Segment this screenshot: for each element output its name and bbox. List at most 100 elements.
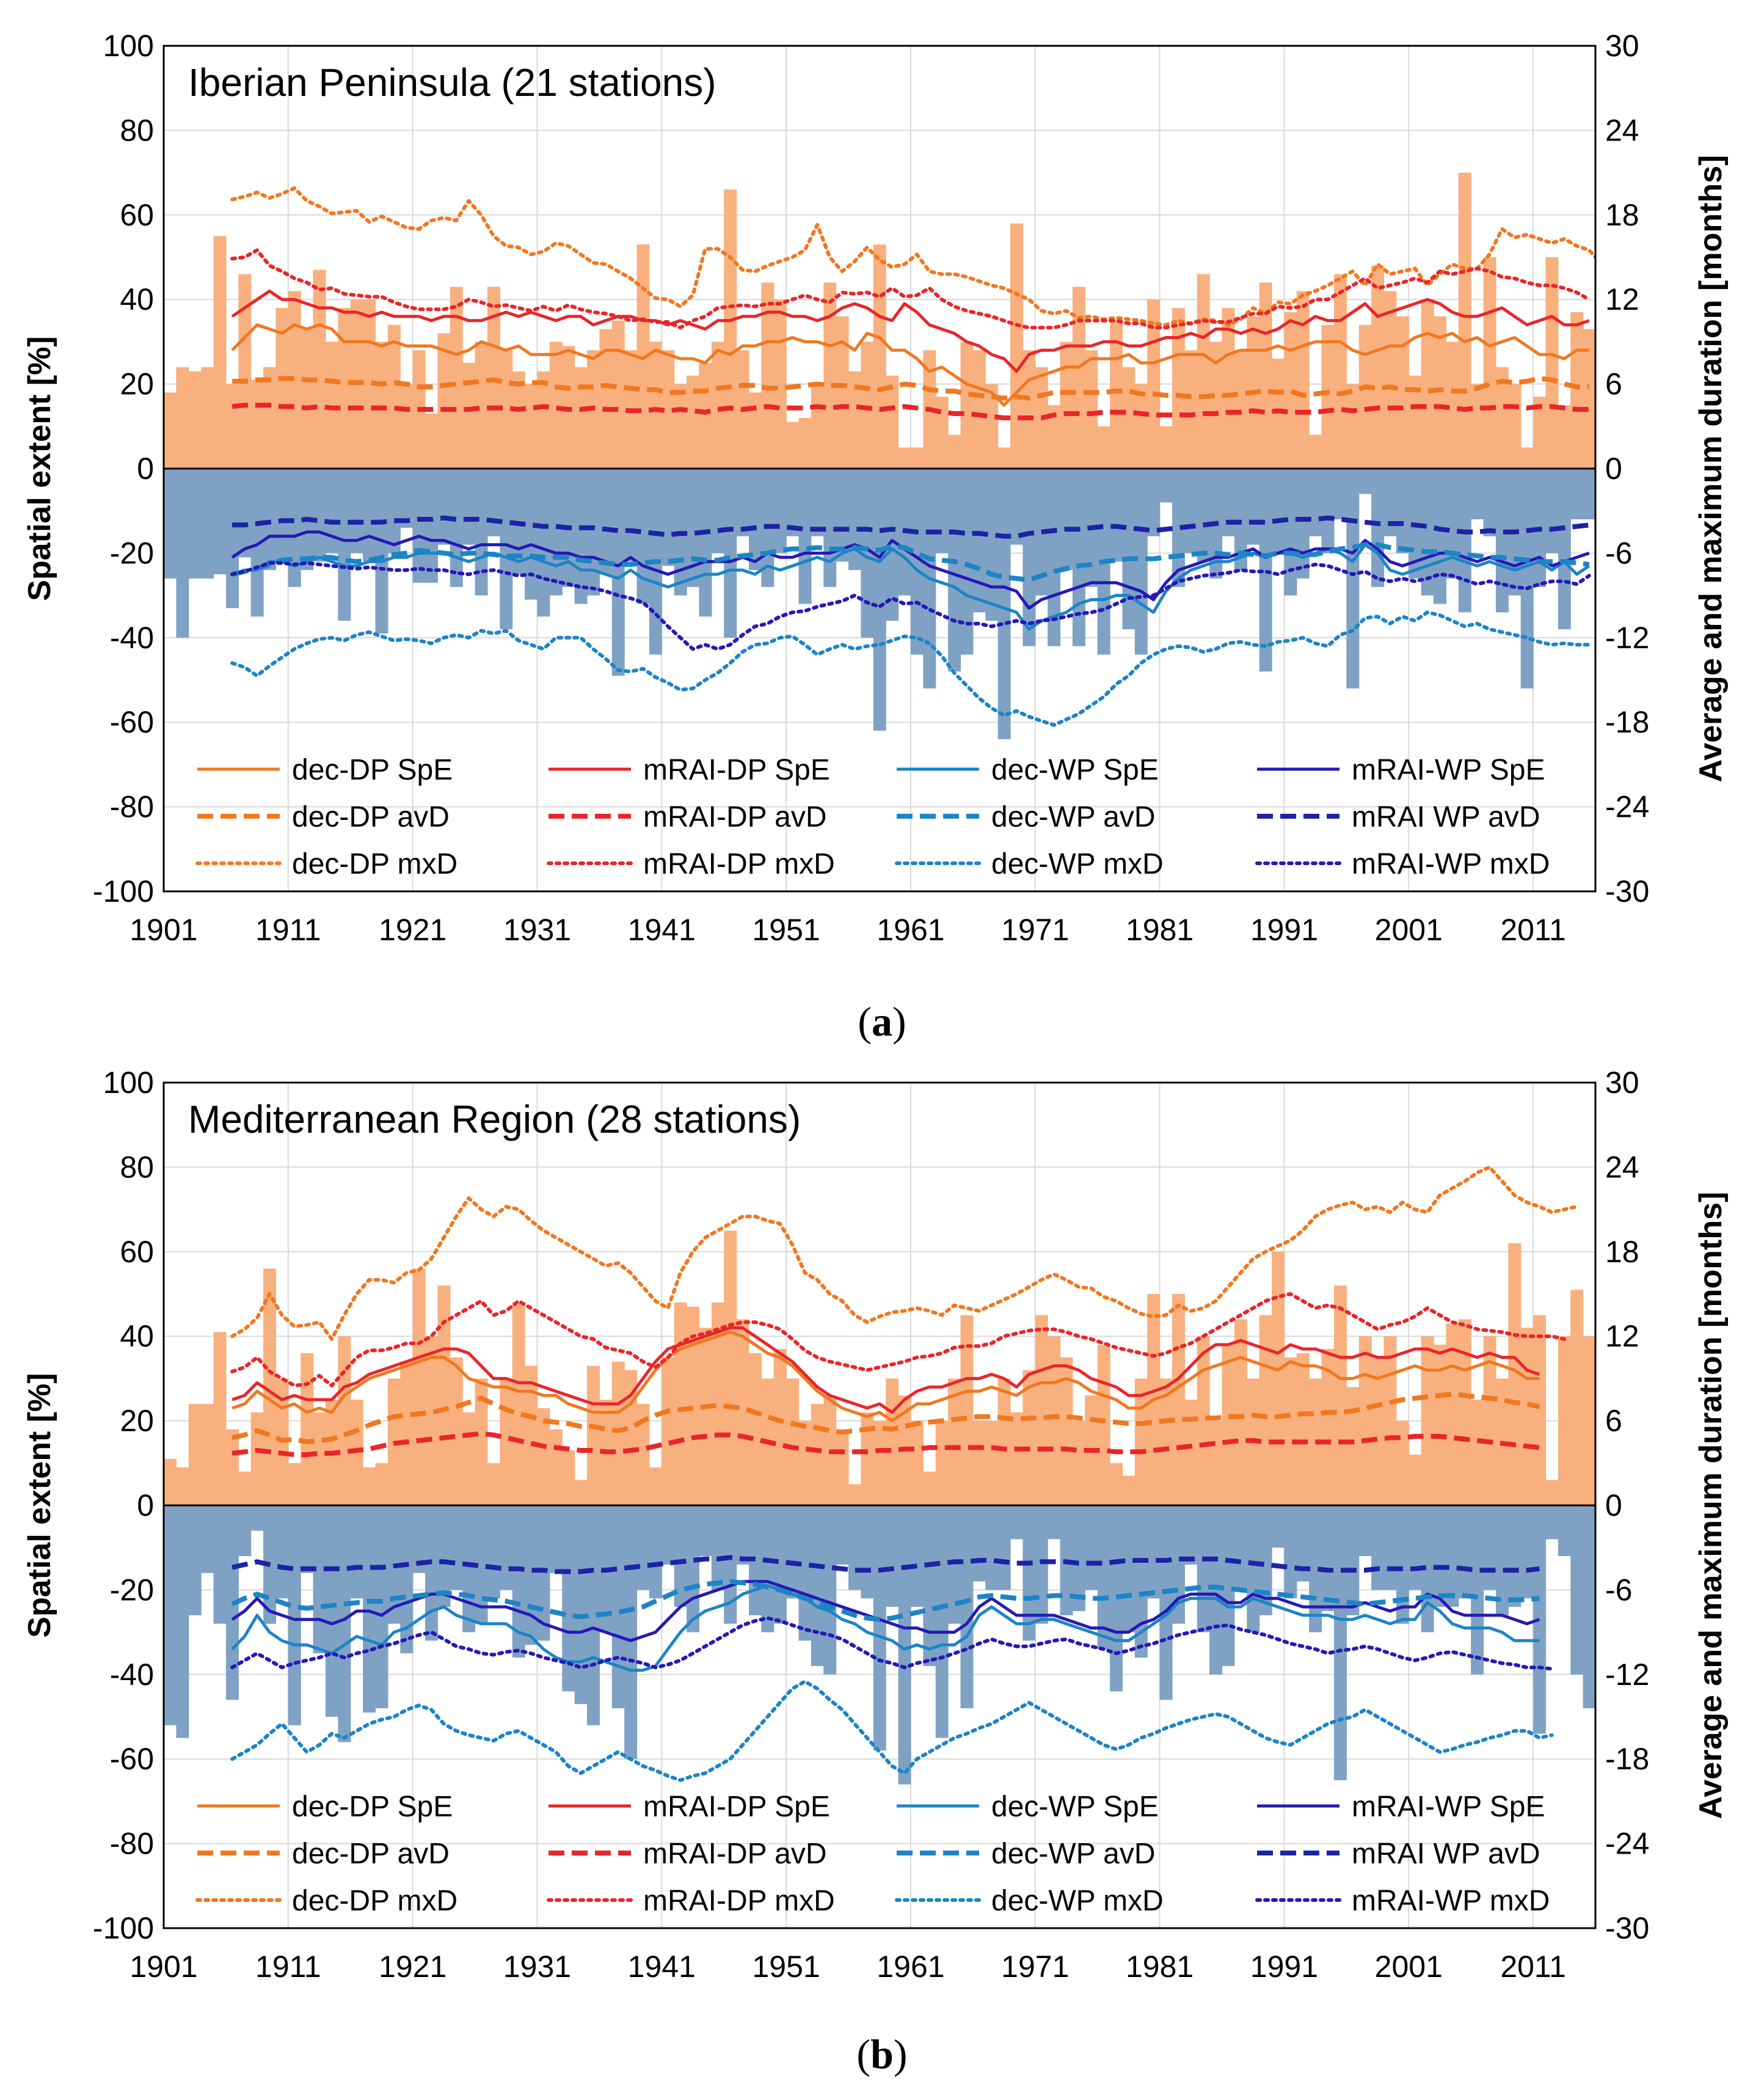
dp-bar <box>500 350 513 469</box>
panel-b: 100806040200-20-40-60-80-1003024181260-6… <box>22 1065 1729 2077</box>
wp-bar <box>387 469 401 554</box>
dp-bar <box>238 274 252 469</box>
wp-bar <box>1147 469 1161 536</box>
wp-bar <box>338 1505 351 1742</box>
wp-bar <box>1209 1505 1223 1675</box>
dp-bar <box>475 1378 488 1505</box>
series-dec-wp-mxd <box>230 610 1591 727</box>
wp-bar <box>948 1505 961 1624</box>
wp-bar <box>761 1505 774 1632</box>
dp-bar <box>960 1315 974 1505</box>
wp-bar <box>649 1505 662 1599</box>
dp-bar <box>562 1450 575 1505</box>
dp-bar <box>250 379 264 469</box>
dp-bar <box>1234 1319 1247 1505</box>
x-tick-label: 1951 <box>753 1950 820 1984</box>
wp-bar <box>1296 469 1310 579</box>
x-tick-label: 1941 <box>628 1950 696 1984</box>
wp-bar <box>1134 469 1148 655</box>
dp-bar <box>1259 1315 1272 1505</box>
wp-bar <box>724 1505 737 1624</box>
wp-bar <box>1583 1505 1595 1709</box>
wp-bar <box>1309 469 1322 536</box>
wp-bar <box>1446 1505 1459 1607</box>
wp-bar <box>948 469 961 672</box>
dp-bar <box>1458 1319 1471 1505</box>
dp-bar <box>761 282 774 469</box>
y2-tick-label: 6 <box>1605 1404 1622 1438</box>
dp-bar <box>400 384 414 469</box>
dp-bar <box>525 384 538 469</box>
wp-bar <box>176 1505 189 1738</box>
dp-bar <box>1085 350 1098 469</box>
wp-bar <box>1259 469 1272 672</box>
dp-bar <box>1533 397 1547 469</box>
dp-bar <box>1048 1336 1061 1505</box>
wp-bar <box>748 469 762 571</box>
wp-bar <box>450 1505 463 1590</box>
x-tick-label: 1981 <box>1126 1950 1194 1984</box>
wp-bar <box>798 469 812 604</box>
legend-item: dec-DP SpE <box>197 754 453 786</box>
dp-bar <box>662 350 675 469</box>
legend-label: mRAI-WP mxD <box>1352 1885 1550 1917</box>
dp-bar <box>985 384 999 469</box>
dp-bar <box>201 1403 214 1505</box>
wp-bar <box>1309 1505 1322 1632</box>
dp-bar <box>549 1429 563 1505</box>
wp-bar <box>1545 1505 1559 1540</box>
dp-bar <box>188 371 202 469</box>
dp-bar <box>574 1480 588 1505</box>
legend-item: dec-WP SpE <box>897 754 1159 786</box>
y-tick-label: 80 <box>120 113 154 147</box>
dp-bar <box>910 447 924 469</box>
x-tick-label: 1971 <box>1001 1950 1069 1984</box>
wp-bar <box>1533 1505 1547 1734</box>
dp-bar <box>164 1458 177 1505</box>
legend-label: mRAI-DP avD <box>643 801 827 833</box>
wp-bar <box>898 1505 911 1785</box>
wp-bar <box>587 469 600 596</box>
wp-bar <box>1583 469 1595 520</box>
x-tick-label: 1951 <box>753 913 820 947</box>
wp-bar <box>288 469 301 587</box>
wp-bar <box>773 1505 787 1624</box>
dp-bar <box>1533 1315 1547 1505</box>
legend-label: dec-DP avD <box>292 1838 450 1870</box>
dp-bar <box>1583 329 1595 469</box>
legend-label: mRAI WP avD <box>1352 801 1540 833</box>
wp-bar <box>375 1505 388 1709</box>
dp-bar <box>985 1420 999 1505</box>
wp-bar <box>1284 1505 1297 1599</box>
dp-bar <box>1172 1294 1185 1505</box>
x-tick-label: 1961 <box>877 913 944 947</box>
dp-bar <box>375 1463 388 1505</box>
y-tick-label: 20 <box>120 1404 154 1438</box>
wp-bar <box>1035 1505 1048 1624</box>
wp-bar <box>1520 1505 1534 1599</box>
dp-bar <box>1421 299 1434 469</box>
dp-bar <box>599 329 613 469</box>
legend-item: dec-WP SpE <box>897 1791 1159 1823</box>
dp-bar <box>213 1332 227 1505</box>
legend-label: mRAI-WP SpE <box>1352 754 1545 786</box>
wp-bar <box>1434 469 1447 604</box>
legend-label: dec-WP mxD <box>991 848 1164 880</box>
dp-bar <box>948 1378 961 1505</box>
dp-bar <box>798 1420 812 1505</box>
dp-bar <box>450 1357 463 1505</box>
dp-bar <box>1159 1378 1173 1505</box>
wp-bar <box>1234 1505 1247 1590</box>
dp-bar <box>748 1353 762 1505</box>
legend-label: dec-DP SpE <box>292 754 453 786</box>
dp-bar <box>1558 405 1571 469</box>
series-dec-wp-avd <box>231 542 1590 583</box>
y-tick-label: -40 <box>110 1658 154 1692</box>
dp-bar <box>1296 1353 1310 1505</box>
dp-bar <box>611 320 625 469</box>
wp-bar <box>587 1505 600 1725</box>
dp-bar <box>1358 324 1372 469</box>
wp-bar <box>798 1505 812 1641</box>
dp-bar <box>1483 1336 1496 1505</box>
x-tick-label: 2001 <box>1375 1950 1443 1984</box>
